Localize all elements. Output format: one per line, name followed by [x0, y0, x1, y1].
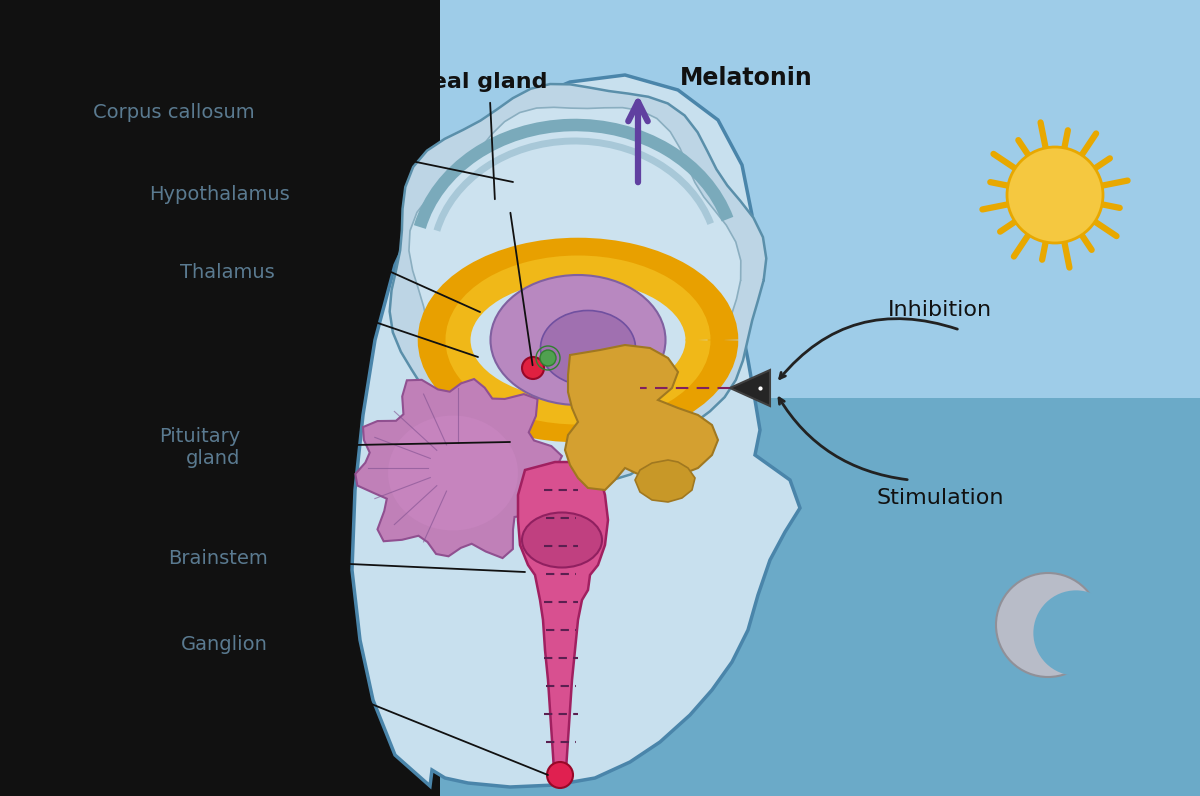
Text: Thalamus: Thalamus — [180, 263, 478, 357]
Text: Hypothalamus: Hypothalamus — [149, 185, 480, 312]
Ellipse shape — [491, 275, 666, 405]
Circle shape — [996, 573, 1100, 677]
Ellipse shape — [540, 310, 636, 385]
Polygon shape — [390, 84, 767, 481]
Circle shape — [1007, 147, 1103, 243]
Ellipse shape — [522, 513, 602, 568]
Polygon shape — [518, 462, 608, 770]
Polygon shape — [565, 345, 718, 490]
Polygon shape — [409, 107, 740, 465]
Ellipse shape — [388, 416, 518, 530]
Text: Corpus callosum: Corpus callosum — [94, 103, 514, 182]
Polygon shape — [440, 0, 1200, 398]
Text: Ganglion: Ganglion — [181, 635, 548, 775]
Text: Stimulation: Stimulation — [876, 488, 1003, 508]
Polygon shape — [352, 75, 800, 787]
Polygon shape — [0, 0, 440, 796]
Polygon shape — [355, 379, 562, 558]
Circle shape — [540, 350, 556, 366]
Polygon shape — [730, 370, 770, 406]
Circle shape — [1033, 591, 1118, 676]
Text: Inhibition: Inhibition — [888, 300, 992, 320]
Text: Pineal gland: Pineal gland — [392, 72, 547, 92]
Circle shape — [547, 762, 574, 788]
Polygon shape — [440, 398, 1200, 796]
Text: Melatonin: Melatonin — [680, 66, 812, 90]
Text: Pituitary
gland: Pituitary gland — [158, 427, 510, 469]
Polygon shape — [635, 460, 695, 502]
Circle shape — [522, 357, 544, 379]
Text: Brainstem: Brainstem — [168, 548, 526, 572]
